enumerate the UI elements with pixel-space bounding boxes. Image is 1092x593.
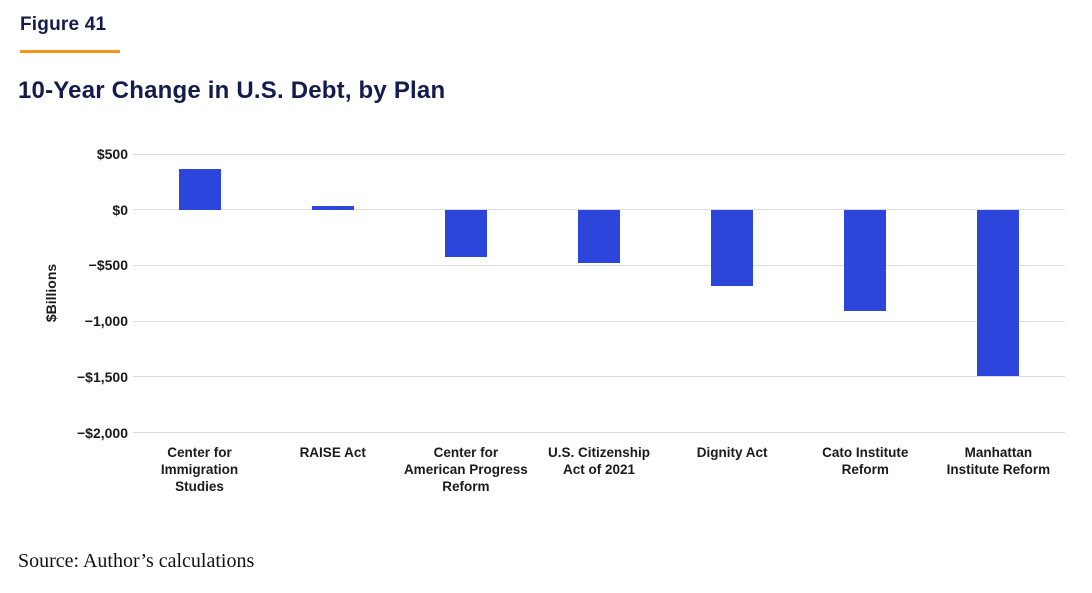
x-category-label: RAISE Act bbox=[299, 445, 366, 460]
gridline bbox=[133, 320, 1065, 322]
y-tick-label: −$500 bbox=[88, 257, 128, 274]
bar-1 bbox=[178, 169, 221, 210]
gridline bbox=[133, 432, 1065, 434]
bar-2 bbox=[311, 205, 354, 210]
accent-rule bbox=[20, 50, 120, 53]
y-tick-label: $0 bbox=[112, 201, 128, 218]
source-note: Source: Author’s calculations bbox=[18, 550, 255, 572]
x-category-label: Center for American Progress Reform bbox=[403, 445, 528, 494]
y-tick-label: $500 bbox=[96, 146, 128, 162]
x-category-label: Center for Immigration Studies bbox=[160, 445, 239, 494]
gridline bbox=[133, 264, 1065, 266]
gridline bbox=[133, 376, 1065, 378]
bar-7 bbox=[977, 209, 1020, 376]
x-category-label: U.S. Citizenship Act of 2021 bbox=[547, 445, 650, 477]
bar-3 bbox=[444, 209, 487, 258]
x-category-label: Dignity Act bbox=[696, 445, 768, 460]
chart-title: 10-Year Change in U.S. Debt, by Plan bbox=[18, 77, 446, 104]
bar-6 bbox=[844, 209, 887, 311]
y-tick-label: −1,000 bbox=[84, 313, 128, 330]
bar-4 bbox=[578, 209, 620, 264]
figure-label: Figure 41 bbox=[20, 14, 107, 35]
bar-5 bbox=[711, 209, 754, 286]
x-category-label: Manhattan Institute Reform bbox=[946, 445, 1051, 477]
y-tick-label: −$2,000 bbox=[77, 424, 128, 441]
x-category-label: Cato Institute Reform bbox=[822, 445, 909, 477]
y-tick-label: −$1,500 bbox=[77, 368, 128, 385]
gridline bbox=[133, 153, 1065, 155]
